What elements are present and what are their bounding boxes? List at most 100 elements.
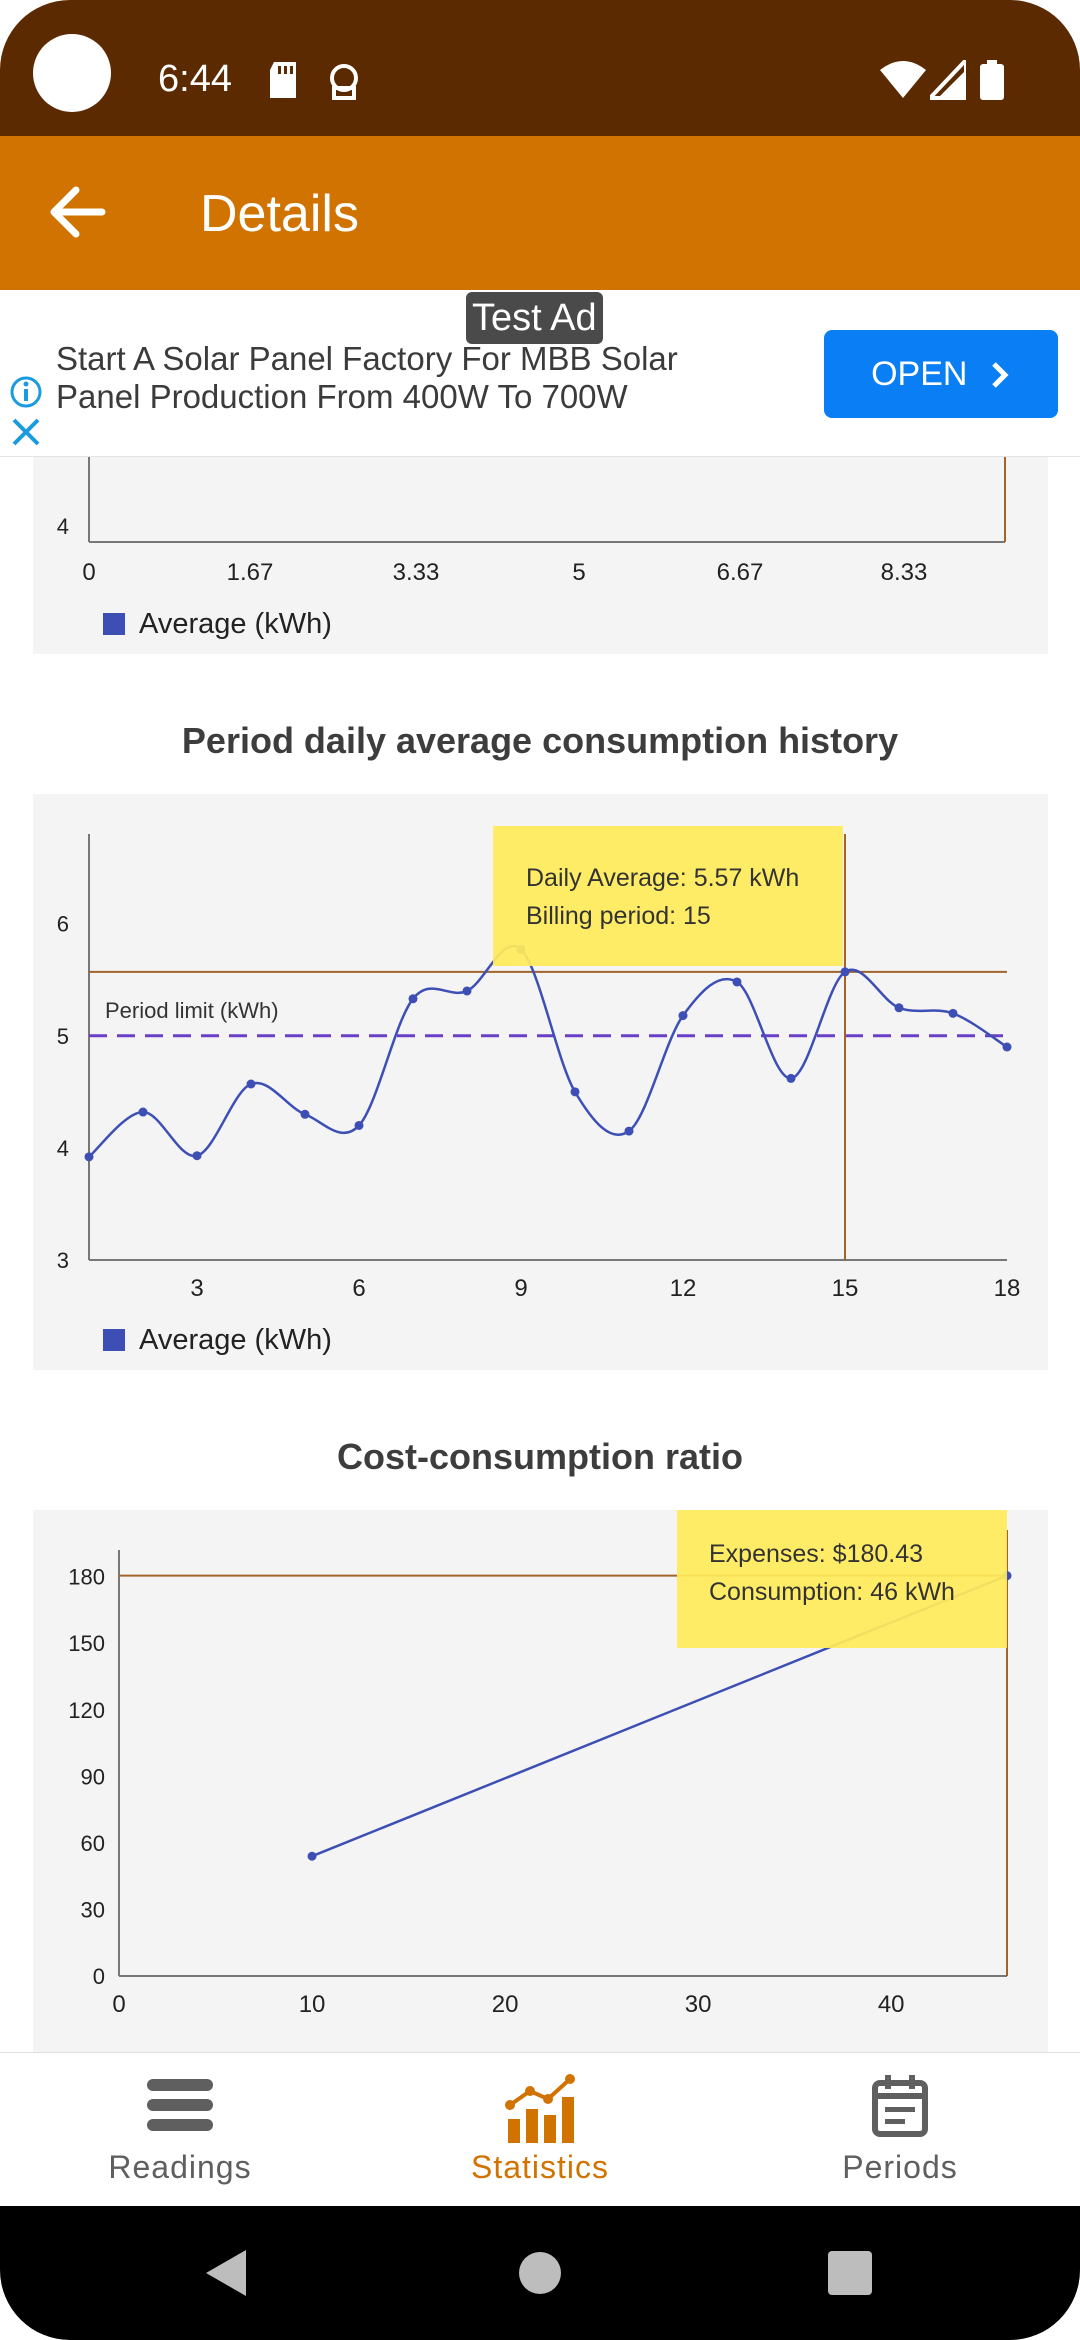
nav-periods[interactable]: Periods [720, 2053, 1080, 2207]
y-tick-label: 180 [68, 1565, 105, 1590]
y-tick-label: 150 [68, 1631, 105, 1656]
wifi-icon [880, 61, 926, 98]
data-point [300, 1109, 310, 1119]
data-point [786, 1073, 796, 1083]
data-point [894, 1003, 904, 1013]
nav-readings-label: Readings [108, 2149, 252, 2185]
data-point [1002, 1042, 1012, 1052]
sd-card-icon [270, 62, 296, 98]
cost-chart-card: 0 30 60 90 120 150 180 0 10 20 30 40 Expenses: $18… [33, 1510, 1048, 2052]
tooltip-box [677, 1510, 1007, 1648]
top-chart: 4 0 1.67 3.33 5 6.67 8.33 [57, 456, 1006, 586]
y-tick-label: 4 [57, 1136, 69, 1161]
x-tick-labels: 0 10 20 30 40 [112, 1991, 904, 2018]
x-tick-label: 8.33 [881, 559, 928, 586]
x-tick-label: 40 [878, 1991, 905, 2018]
legend-label: Average (kWh) [139, 608, 332, 640]
signal-icon [930, 60, 966, 100]
tooltip-line-1: Daily Average: 5.57 kWh [526, 864, 799, 892]
ad-text[interactable]: Start A Solar Panel Factory For MBB Sola… [56, 340, 678, 415]
home-circle-icon[interactable] [517, 2250, 563, 2296]
chevron-right-icon [992, 362, 1009, 388]
nav-statistics-label: Statistics [470, 2149, 610, 2185]
y-tick-label: 5 [57, 1024, 69, 1049]
x-tick-label: 0 [82, 559, 95, 586]
ad-banner[interactable]: Test Ad Start A Solar Panel Factory For … [0, 290, 1080, 457]
y-tick-labels: 0 30 60 90 120 150 180 [68, 1565, 105, 1989]
tooltip-line-1: Expenses: $180.43 [709, 1540, 923, 1568]
ad-info-icon[interactable] [8, 374, 44, 410]
recents-square-icon[interactable] [828, 2251, 872, 2295]
x-tick-label: 10 [299, 1991, 326, 2018]
data-point [408, 994, 418, 1004]
average-series-line [88, 945, 1008, 1158]
app-bar: Details [0, 136, 1080, 290]
x-tick-label: 3.33 [393, 559, 440, 586]
data-point [840, 967, 850, 977]
chart-legend: Average (kWh) [103, 608, 332, 641]
y-tick-label: 120 [68, 1698, 105, 1723]
data-point [307, 1851, 317, 1861]
top-chart-card: 4 0 1.67 3.33 5 6.67 8.33 Average (kWh) [33, 456, 1048, 654]
cost-chart: 0 30 60 90 120 150 180 0 10 20 30 40 Expenses: $18… [68, 1510, 1012, 2018]
x-tick-labels: 3 6 9 12 15 18 [190, 1275, 1020, 1302]
average-series-points [84, 944, 1012, 1162]
x-tick-label: 12 [670, 1275, 697, 1302]
nav-statistics[interactable]: Statistics [360, 2053, 720, 2207]
x-tick-label: 15 [832, 1275, 859, 1302]
y-tick-label: 3 [57, 1248, 69, 1273]
nav-readings[interactable]: Readings [0, 2053, 360, 2207]
y-tick-label: 6 [57, 912, 69, 937]
ad-tag: Test Ad [466, 292, 603, 344]
battery-icon [980, 60, 1004, 100]
page-title: Details [200, 185, 359, 243]
x-tick-label: 3 [190, 1275, 203, 1302]
data-point [192, 1151, 202, 1161]
status-bar: 6:44 [0, 0, 1080, 136]
legend-swatch [103, 613, 125, 635]
data-point [462, 986, 472, 996]
y-tick-label: 60 [81, 1831, 105, 1856]
calendar-icon [872, 2075, 928, 2137]
camera-cutout [33, 34, 111, 112]
x-tick-label: 6.67 [717, 559, 764, 586]
tooltip-box [493, 826, 843, 966]
data-point [138, 1107, 148, 1117]
status-time: 6:44 [158, 58, 232, 100]
x-tick-label: 6 [352, 1275, 365, 1302]
nav-periods-label: Periods [842, 2149, 958, 2185]
ad-open-label: OPEN [871, 355, 968, 393]
x-tick-label: 20 [492, 1991, 519, 2018]
data-point [948, 1008, 958, 1018]
data-point [624, 1126, 634, 1136]
x-tick-label: 18 [994, 1275, 1021, 1302]
y-tick-labels: 3 4 5 6 [57, 912, 69, 1273]
bar-chart-icon [505, 2074, 575, 2143]
x-tick-label: 5 [572, 559, 585, 586]
data-point [246, 1079, 256, 1089]
menu-lines-icon [147, 2079, 213, 2131]
tooltip-line-2: Billing period: 15 [526, 902, 711, 930]
x-tick-label: 30 [685, 1991, 712, 2018]
period-limit-label: Period limit (kWh) [105, 998, 279, 1023]
data-point [84, 1152, 94, 1162]
data-point [570, 1087, 580, 1097]
data-point [354, 1120, 364, 1130]
back-triangle-icon[interactable] [202, 2248, 250, 2298]
data-point [678, 1011, 688, 1021]
ad-close-icon[interactable] [8, 414, 44, 450]
bottom-navigation: Readings Statistics Periods [0, 2052, 1080, 2207]
x-tick-label: 1.67 [227, 559, 274, 586]
x-tick-label: 9 [514, 1275, 527, 1302]
x-tick-label: 0 [112, 1991, 125, 2018]
back-arrow-icon[interactable] [40, 174, 116, 250]
y-tick-label: 0 [93, 1964, 105, 1989]
ad-open-button[interactable]: OPEN [824, 330, 1058, 418]
assistant-icon [330, 64, 358, 100]
legend-label: Average (kWh) [139, 1324, 332, 1356]
y-tick-label: 30 [81, 1897, 105, 1922]
chart-legend: Average (kWh) [103, 1324, 332, 1357]
data-point [732, 977, 742, 987]
legend-swatch [103, 1329, 125, 1351]
system-navigation-bar [0, 2206, 1080, 2340]
